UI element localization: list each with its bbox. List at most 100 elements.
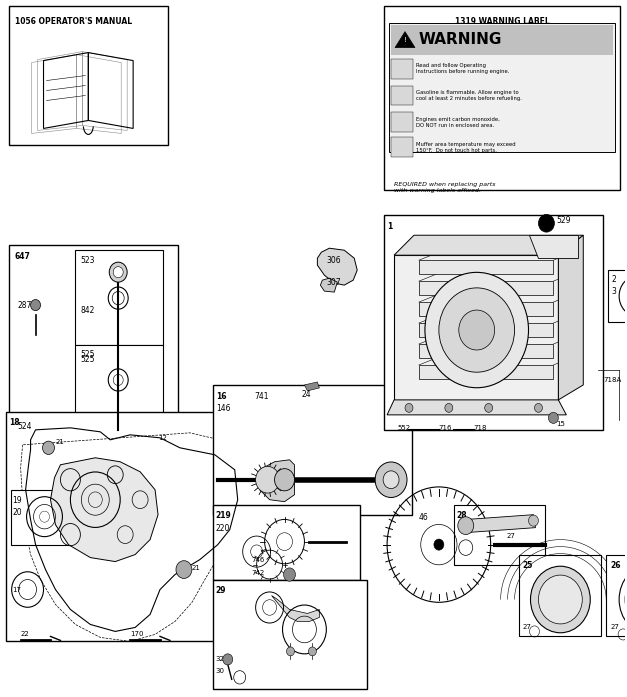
Text: 16: 16 [216, 392, 226, 401]
Text: 1056 OPERATOR'S MANUAL: 1056 OPERATOR'S MANUAL [14, 17, 132, 26]
Polygon shape [260, 460, 295, 502]
Text: Muffer area temperature may exceed
150°F.  Do not touch hot parts.: Muffer area temperature may exceed 150°F… [416, 142, 515, 153]
Circle shape [113, 267, 123, 277]
Text: 170: 170 [130, 631, 144, 638]
Text: 27: 27 [522, 625, 532, 631]
Text: 29: 29 [216, 585, 226, 595]
Text: 524: 524 [18, 422, 32, 431]
Text: 1319 WARNING LABEL: 1319 WARNING LABEL [455, 17, 550, 26]
Text: 30: 30 [216, 668, 225, 675]
Polygon shape [419, 281, 554, 295]
Circle shape [223, 654, 233, 665]
Bar [454, 505, 545, 565]
Text: 306: 306 [326, 256, 341, 265]
Text: 24: 24 [302, 390, 311, 399]
Text: 529: 529 [556, 216, 571, 224]
Text: 25: 25 [522, 560, 533, 569]
Circle shape [283, 568, 295, 581]
Bar [608, 270, 627, 322]
Text: 18: 18 [9, 418, 19, 427]
Polygon shape [317, 248, 357, 285]
Text: 716: 716 [439, 425, 452, 431]
Bar [389, 22, 615, 153]
Circle shape [539, 575, 582, 624]
Polygon shape [464, 514, 535, 533]
Text: 146: 146 [216, 404, 230, 413]
Bar [213, 505, 360, 579]
Text: 28: 28 [457, 511, 467, 520]
Circle shape [425, 273, 529, 388]
Circle shape [459, 310, 495, 350]
Polygon shape [271, 595, 319, 622]
Circle shape [485, 404, 493, 413]
Circle shape [529, 515, 539, 526]
Text: 647: 647 [14, 252, 31, 261]
Polygon shape [394, 255, 559, 400]
Circle shape [530, 566, 590, 633]
Circle shape [43, 441, 55, 454]
Bar [75, 345, 163, 433]
Text: Engines emit carbon monoxide,
DO NOT run in enclosed area.: Engines emit carbon monoxide, DO NOT run… [416, 117, 500, 128]
Text: 1: 1 [387, 222, 393, 231]
Circle shape [458, 516, 474, 535]
Circle shape [439, 288, 515, 372]
Text: 219: 219 [216, 511, 231, 520]
Text: !: ! [404, 37, 406, 43]
Polygon shape [419, 302, 554, 316]
Text: 718: 718 [474, 425, 487, 431]
Circle shape [534, 404, 542, 413]
Text: REQUIRED when replacing parts
with warning labels affixed.: REQUIRED when replacing parts with warni… [394, 183, 495, 193]
Circle shape [109, 262, 127, 282]
Circle shape [176, 560, 192, 579]
Bar [391, 59, 413, 79]
Text: 27: 27 [507, 533, 515, 539]
Circle shape [287, 647, 295, 656]
Text: Read and follow Operating
Instructions before running engine.: Read and follow Operating Instructions b… [416, 63, 509, 74]
Bar [384, 215, 603, 430]
Text: 19: 19 [13, 496, 23, 505]
Bar [213, 579, 367, 689]
Text: WARNING: WARNING [419, 32, 502, 47]
Bar [384, 6, 620, 190]
Polygon shape [419, 323, 554, 337]
Text: 20: 20 [13, 507, 23, 516]
Text: Gasoline is flammable. Allow engine to
cool at least 2 minutes before refueling.: Gasoline is flammable. Allow engine to c… [416, 90, 522, 101]
Circle shape [539, 215, 554, 232]
Text: 32: 32 [216, 657, 224, 662]
Text: 741: 741 [255, 392, 269, 401]
Bar [75, 250, 163, 345]
Text: 718A: 718A [603, 377, 621, 383]
Text: 46: 46 [419, 513, 429, 522]
Text: 842: 842 [80, 305, 95, 314]
Bar [391, 24, 613, 54]
Text: 15: 15 [556, 421, 566, 427]
Bar [391, 137, 413, 158]
Circle shape [308, 647, 317, 656]
Bar [391, 112, 413, 132]
Text: 2: 2 [611, 275, 616, 284]
Bar [606, 555, 627, 636]
Polygon shape [419, 344, 554, 358]
Text: 307: 307 [326, 277, 341, 286]
Polygon shape [51, 458, 158, 562]
Text: 22: 22 [21, 631, 29, 638]
Circle shape [405, 404, 413, 413]
Polygon shape [394, 235, 583, 255]
Text: 26: 26 [610, 560, 621, 569]
Circle shape [31, 300, 41, 311]
Bar [213, 385, 412, 514]
Text: 21: 21 [192, 565, 201, 571]
Polygon shape [395, 31, 415, 47]
Polygon shape [529, 235, 578, 258]
Circle shape [256, 466, 280, 493]
Text: 12: 12 [158, 435, 167, 441]
Circle shape [383, 471, 399, 489]
Text: 21: 21 [55, 439, 65, 445]
Text: 746: 746 [251, 557, 265, 562]
Polygon shape [419, 260, 554, 274]
Text: 525: 525 [80, 350, 95, 359]
Text: 523: 523 [80, 256, 95, 265]
Polygon shape [305, 382, 319, 391]
Text: 552: 552 [397, 425, 410, 431]
Bar [11, 490, 78, 544]
